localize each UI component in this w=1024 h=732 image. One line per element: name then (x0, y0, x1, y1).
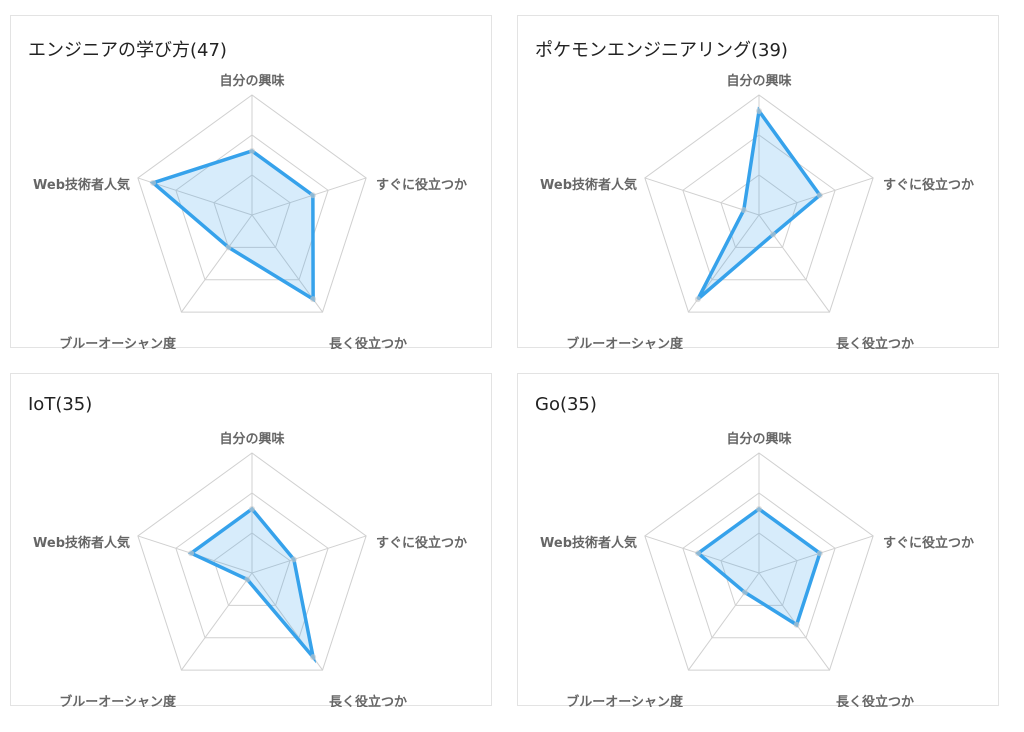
chart-title: Go(35) (535, 394, 597, 415)
axis-line (758, 214, 830, 313)
axis-label: 自分の興味 (726, 431, 791, 447)
data-area (187, 506, 317, 664)
data-point (310, 654, 317, 661)
grid-ring (175, 492, 329, 639)
data-point (756, 108, 762, 114)
axis-label: Web技術者人気 (540, 535, 637, 551)
axis-line (181, 214, 253, 313)
data-point (310, 296, 317, 303)
grid-ring (644, 452, 874, 671)
data-area (695, 506, 822, 628)
data-area (149, 149, 315, 303)
data-point (740, 207, 747, 214)
data-point (695, 550, 702, 557)
radar-panel-2: ポケモンエンジニアリング(39) 自分の興味すぐに役立つか長く役立つか ブルーオー… (517, 15, 999, 349)
grid-ring (644, 94, 874, 313)
radar-panel-3: IoT(35) 自分の興味すぐに役立つか長く役立つか ブルーオーシャン度 Web技術… (10, 373, 492, 707)
axis-label: すぐに役立つか (376, 177, 467, 193)
data-point (249, 506, 255, 512)
chart-title: エンジニアの学び方(47) (28, 40, 227, 61)
axis-line (251, 535, 367, 574)
axis-label: 長く役立つか (836, 694, 914, 707)
data-point (249, 148, 255, 154)
axis-label: ブルーオーシャン度 (59, 336, 177, 349)
data-point (188, 550, 195, 557)
grid-ring (213, 174, 291, 248)
axis-label: ブルーオーシャン度 (59, 694, 177, 707)
data-point (741, 589, 748, 596)
data-point (150, 179, 157, 186)
axis-label: ブルーオーシャン度 (566, 336, 684, 349)
axis-label: 長く役立つか (836, 336, 914, 349)
grid-ring (137, 94, 367, 313)
data-area (696, 106, 823, 301)
axis-label: 長く役立つか (329, 336, 407, 349)
axis-line (251, 177, 367, 216)
axis-label: 自分の興味 (219, 431, 284, 447)
data-point (244, 576, 251, 583)
data-point (756, 506, 762, 512)
grid-ring (175, 134, 329, 281)
axis-line (644, 177, 760, 216)
grid-ring (213, 532, 291, 606)
data-point (770, 231, 777, 238)
grid-ring (682, 492, 836, 639)
data-point (225, 244, 232, 251)
data-point (816, 192, 823, 199)
axis-label: 長く役立つか (329, 694, 407, 707)
grid-ring (720, 532, 798, 606)
axis-label: ブルーオーシャン度 (566, 694, 684, 707)
data-point (290, 556, 297, 563)
axis-line (181, 572, 253, 671)
data-point (816, 550, 823, 557)
data-point (694, 296, 701, 303)
data-point (793, 621, 800, 628)
axis-label: 自分の興味 (219, 73, 284, 89)
radar-panel-1: エンジニアの学び方(47) 自分の興味すぐに役立つか長く役立つか ブルーオーシャン… (10, 15, 492, 349)
axis-label: すぐに役立つか (883, 177, 974, 193)
grid-ring (137, 452, 367, 671)
axis-label: Web技術者人気 (540, 177, 637, 193)
axis-line (688, 572, 760, 671)
grid-ring (682, 134, 836, 281)
radar-panel-4: Go(35) 自分の興味すぐに役立つか長く役立つか ブルーオーシャン度 Web技術者… (517, 373, 999, 707)
data-point (309, 192, 316, 199)
chart-title: IoT(35) (28, 394, 93, 415)
axis-label: Web技術者人気 (33, 177, 130, 193)
chart-title: ポケモンエンジニアリング(39) (535, 40, 788, 61)
axis-line (758, 535, 874, 574)
axis-label: 自分の興味 (726, 73, 791, 89)
axis-label: Web技術者人気 (33, 535, 130, 551)
axis-label: すぐに役立つか (376, 535, 467, 551)
axis-label: すぐに役立つか (883, 535, 974, 551)
